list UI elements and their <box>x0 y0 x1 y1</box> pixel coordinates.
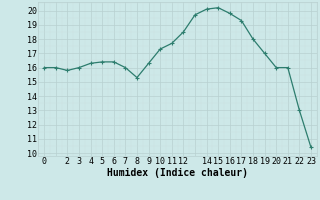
X-axis label: Humidex (Indice chaleur): Humidex (Indice chaleur) <box>107 168 248 178</box>
